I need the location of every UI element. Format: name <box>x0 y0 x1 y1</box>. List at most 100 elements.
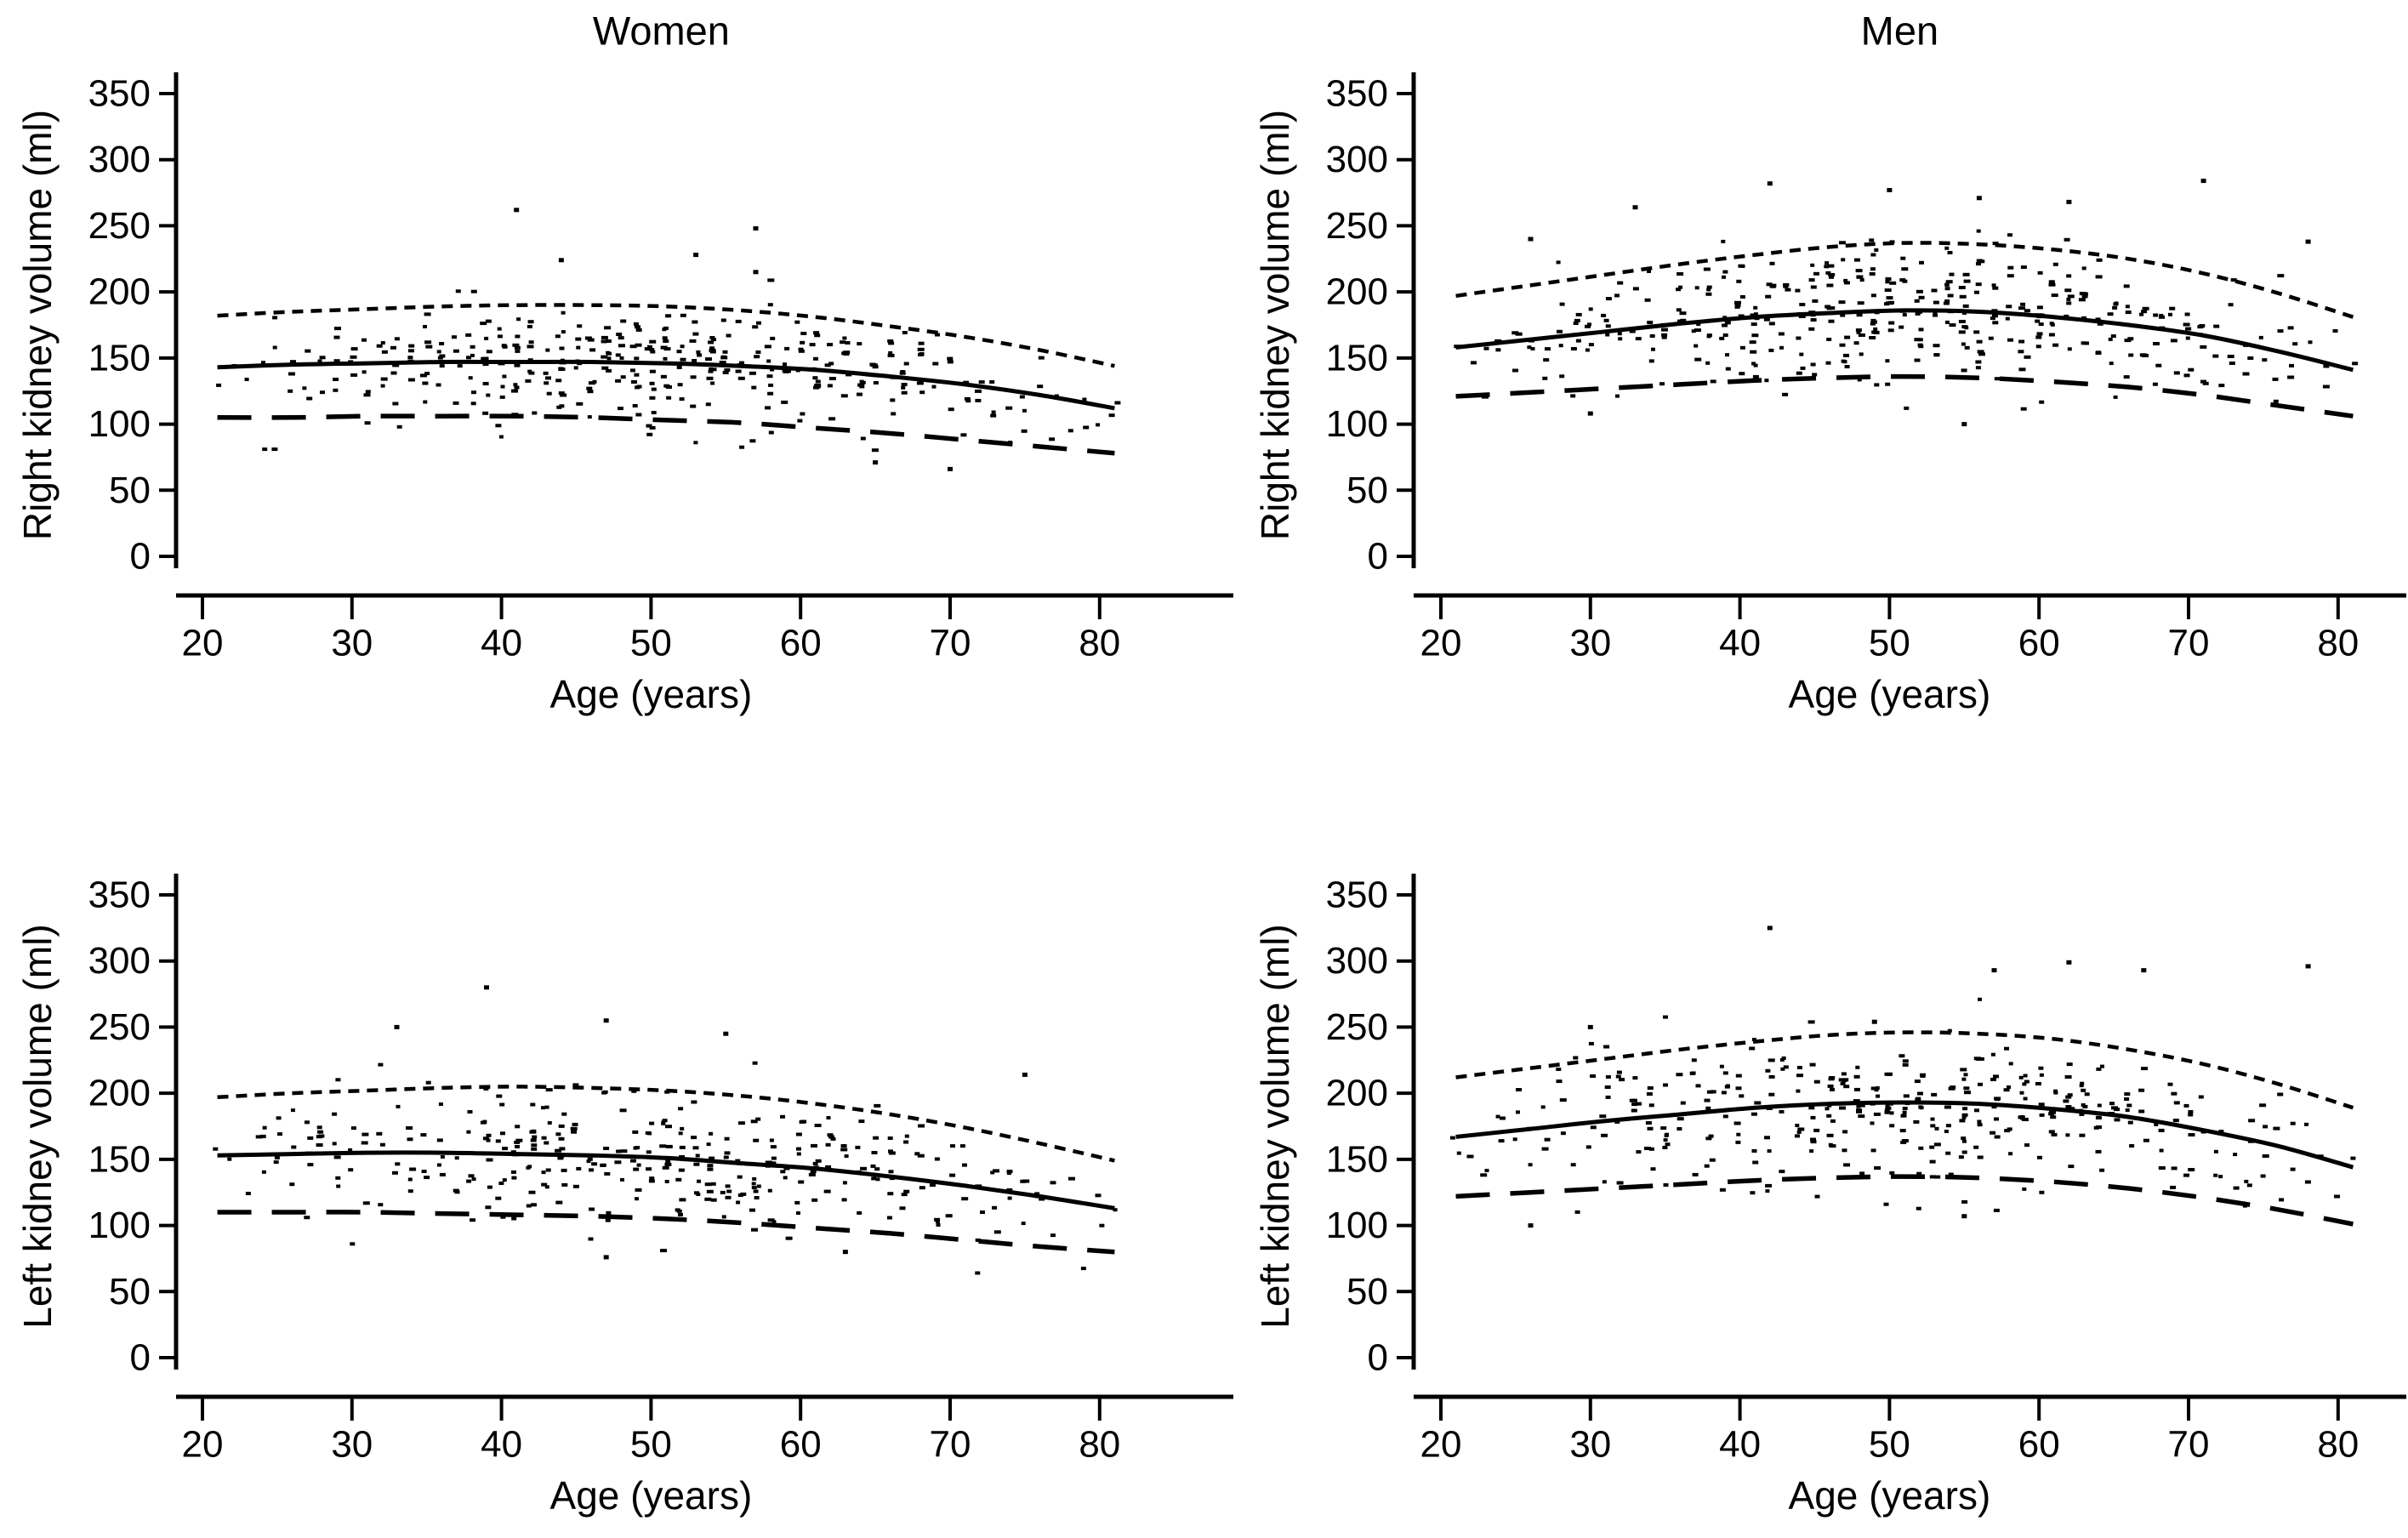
scatter-dot <box>530 1138 537 1142</box>
scatter-outlier-dot <box>2200 179 2206 184</box>
scatter-dot <box>1663 1083 1668 1087</box>
scatter-dot <box>1838 1078 1844 1082</box>
scatter-dot <box>287 389 293 393</box>
scatter-dot <box>842 336 847 340</box>
scatter-dot <box>1779 1057 1785 1062</box>
panel-title: Women <box>593 9 730 54</box>
scatter-dot <box>512 343 520 347</box>
scatter-dot <box>800 412 806 416</box>
curve-mean <box>217 359 1115 411</box>
scatter-dot <box>1704 1098 1711 1102</box>
scatter-dot <box>918 1124 925 1128</box>
panel-women-left-kidney: 0 50 100 150 200 250 300 350 20 30 40 50 60 70 80 Age (… <box>15 874 1233 1518</box>
scatter-dot <box>2096 1067 2102 1071</box>
scatter-dot <box>1916 1206 1921 1210</box>
scatter-dot <box>2213 324 2220 328</box>
scatter-dot <box>1826 1114 1832 1118</box>
scatter-dot <box>887 1216 892 1220</box>
scatter-dot <box>1839 1106 1846 1110</box>
scatter-dot <box>1853 1099 1860 1103</box>
scatter-dot <box>901 1193 908 1197</box>
scatter-dot <box>632 1130 639 1134</box>
scatter-dot <box>814 1124 822 1127</box>
scatter-dot <box>1959 1119 1966 1123</box>
scatter-dot <box>1963 1073 1968 1077</box>
scatter-outlier-dot <box>1022 1072 1028 1077</box>
scatter-dot <box>1556 1068 1562 1071</box>
scatter-dot <box>815 379 821 384</box>
scatter-dot <box>584 336 592 340</box>
scatter-dot <box>407 356 413 360</box>
scatter-dot <box>361 370 367 374</box>
scatter-dot <box>874 1167 880 1171</box>
scatter-dot <box>1676 1117 1684 1121</box>
y-tick-label: 50 <box>1346 1271 1388 1313</box>
scatter-dot <box>1876 1094 1881 1098</box>
scatter-dot <box>857 342 862 346</box>
scatter-dot <box>2273 1126 2280 1131</box>
scatter-dot <box>1619 1078 1625 1082</box>
scatter-dot <box>576 1166 582 1171</box>
scatter-dot <box>780 1170 786 1174</box>
scatter-dot <box>844 1154 849 1159</box>
scatter-dot <box>1974 1108 1979 1113</box>
scatter-dot <box>1827 264 1835 268</box>
scatter-dot <box>798 347 804 351</box>
scatter-dot <box>2024 355 2031 359</box>
scatter-dot <box>1873 330 1880 334</box>
scatter-dot <box>770 336 776 340</box>
scatter-dot <box>2065 1105 2072 1108</box>
scatter-dot <box>720 1190 726 1194</box>
scatter-dot <box>651 387 657 391</box>
scatter-dot <box>1977 1155 1984 1159</box>
scatter-dot <box>511 389 518 393</box>
scatter-dot <box>680 1126 685 1131</box>
scatter-dot <box>676 1209 682 1213</box>
scatter-dot <box>2183 1173 2189 1177</box>
scatter-dot <box>1994 1117 1999 1121</box>
scatter-dot <box>2084 1092 2090 1097</box>
scatter-dot <box>1647 321 1654 325</box>
scatter-dot <box>1689 1071 1695 1075</box>
scatter-dot <box>706 1189 714 1193</box>
scatter-dot <box>1990 1052 1995 1057</box>
scatter-dot <box>1739 345 1745 350</box>
scatter-dot <box>2051 1132 2058 1136</box>
scatter-dot <box>860 1166 868 1171</box>
scatter-dot <box>423 325 427 328</box>
scatter-dot <box>2022 1082 2027 1086</box>
scatter-dot <box>765 1160 772 1165</box>
scatter-dot <box>870 363 878 367</box>
scatter-dot <box>2024 309 2030 313</box>
scatter-dot <box>467 1110 473 1114</box>
scatter-dot <box>1828 1077 1835 1081</box>
scatter-dot <box>663 356 668 361</box>
scatter-dot <box>2018 1115 2025 1119</box>
scatter-dot <box>1574 1210 1580 1214</box>
scatter-dot <box>1978 1082 1983 1086</box>
scatter-dot <box>1796 1074 1803 1078</box>
scatter-dot <box>2079 292 2086 296</box>
scatter-dot <box>601 366 609 370</box>
scatter-dot <box>1840 313 1846 317</box>
scatter-dot <box>646 432 653 436</box>
scatter-dot <box>406 1126 413 1130</box>
y-tick-label: 50 <box>1346 470 1388 511</box>
scatter-dot <box>1902 313 1907 317</box>
scatter-dot <box>1751 362 1756 366</box>
scatter-dot <box>751 1182 756 1186</box>
scatter-dot <box>1795 1134 1800 1138</box>
scatter-dot <box>1614 293 1620 298</box>
scatter-dot <box>2198 1095 2204 1099</box>
scatter-dot <box>1869 238 1875 242</box>
scatter-dot <box>828 417 836 421</box>
x-tick-label: 60 <box>780 1424 822 1466</box>
scatter-dot <box>992 1205 998 1210</box>
scatter-dot <box>274 1156 280 1159</box>
scatter-dot <box>1515 332 1523 336</box>
scatter-dot <box>1706 1090 1713 1094</box>
scatter-dot <box>470 1218 476 1222</box>
scatter-outlier-dot <box>2066 960 2072 965</box>
scatter-dot <box>828 362 834 366</box>
scatter-dot <box>709 336 715 339</box>
